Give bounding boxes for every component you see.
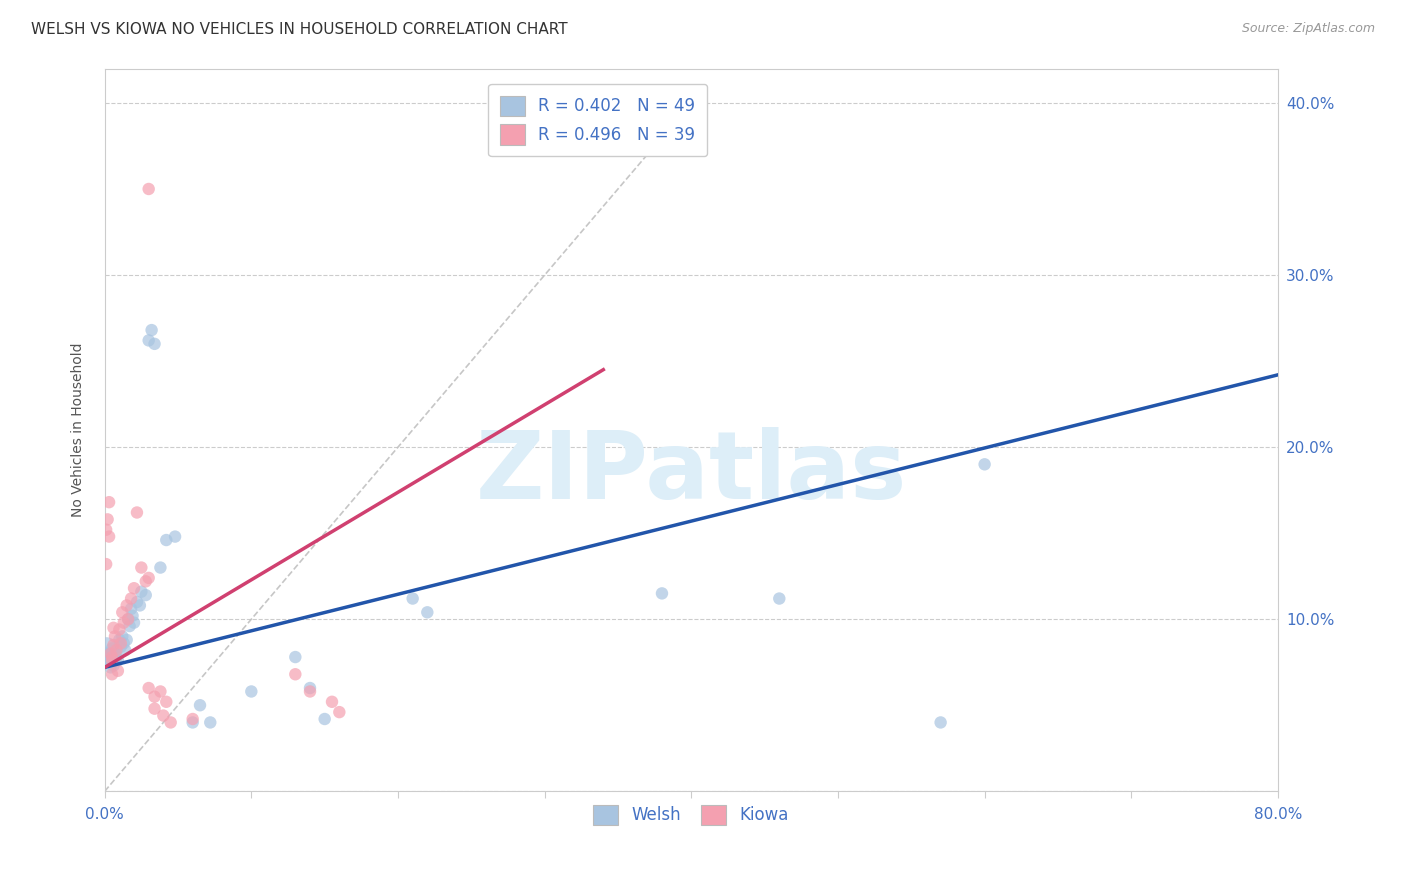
Point	[101, 653, 124, 667]
Point	[101, 653, 124, 667]
Point	[118, 619, 141, 633]
Point	[159, 715, 181, 730]
Point	[152, 708, 174, 723]
Point	[141, 323, 163, 337]
Point	[105, 643, 128, 657]
Point	[125, 506, 148, 520]
Point	[128, 599, 150, 613]
Point	[328, 705, 350, 719]
Legend: Welsh, Kiowa: Welsh, Kiowa	[583, 795, 799, 835]
Point	[314, 712, 336, 726]
Point	[138, 571, 160, 585]
Point	[120, 602, 142, 616]
Point	[284, 650, 307, 665]
Point	[149, 684, 172, 698]
Point	[103, 658, 125, 673]
Point	[103, 652, 125, 666]
Point	[114, 643, 136, 657]
Point	[94, 557, 117, 571]
Point	[401, 591, 423, 606]
Point	[122, 581, 145, 595]
Point	[149, 560, 172, 574]
Point	[143, 690, 166, 704]
Point	[117, 612, 139, 626]
Point	[181, 715, 204, 730]
Point	[155, 695, 177, 709]
Point	[117, 612, 139, 626]
Point	[135, 588, 157, 602]
Point	[115, 599, 138, 613]
Point	[240, 684, 263, 698]
Point	[122, 615, 145, 630]
Point	[125, 595, 148, 609]
Point	[101, 641, 124, 656]
Point	[101, 650, 124, 665]
Point	[138, 182, 160, 196]
Point	[321, 695, 343, 709]
Point	[94, 650, 117, 665]
Point	[200, 715, 222, 730]
Point	[138, 681, 160, 695]
Point	[100, 647, 122, 661]
Point	[416, 605, 439, 619]
Point	[111, 605, 134, 619]
Point	[135, 574, 157, 589]
Point	[973, 458, 995, 472]
Point	[298, 684, 321, 698]
Point	[97, 647, 120, 661]
Point	[101, 667, 124, 681]
Point	[97, 653, 120, 667]
Point	[115, 632, 138, 647]
Point	[98, 530, 121, 544]
Point	[100, 660, 122, 674]
Point	[111, 629, 134, 643]
Text: ZIPatlas: ZIPatlas	[475, 427, 907, 519]
Point	[107, 664, 129, 678]
Point	[143, 701, 166, 715]
Point	[107, 653, 129, 667]
Point	[98, 495, 121, 509]
Point	[121, 608, 143, 623]
Point	[284, 667, 307, 681]
Text: Source: ZipAtlas.com: Source: ZipAtlas.com	[1241, 22, 1375, 36]
Point	[103, 621, 125, 635]
Point	[110, 636, 132, 650]
Point	[188, 698, 211, 713]
Point	[104, 629, 127, 643]
Point	[298, 681, 321, 695]
Point	[768, 591, 790, 606]
Point	[108, 623, 131, 637]
Point	[110, 640, 132, 654]
Point	[98, 655, 121, 669]
Point	[131, 584, 153, 599]
Point	[120, 591, 142, 606]
Point	[94, 523, 117, 537]
Point	[131, 560, 153, 574]
Point	[104, 647, 127, 661]
Point	[143, 336, 166, 351]
Point	[181, 712, 204, 726]
Point	[929, 715, 952, 730]
Point	[105, 650, 128, 665]
Point	[97, 512, 120, 526]
Point	[108, 632, 131, 647]
Point	[100, 647, 122, 661]
Point	[112, 615, 135, 630]
Y-axis label: No Vehicles in Household: No Vehicles in Household	[72, 343, 86, 517]
Point	[94, 643, 117, 657]
Point	[138, 334, 160, 348]
Point	[165, 530, 187, 544]
Point	[155, 533, 177, 547]
Point	[112, 636, 135, 650]
Point	[98, 648, 121, 663]
Point	[103, 638, 125, 652]
Point	[651, 586, 673, 600]
Text: WELSH VS KIOWA NO VEHICLES IN HOUSEHOLD CORRELATION CHART: WELSH VS KIOWA NO VEHICLES IN HOUSEHOLD …	[31, 22, 568, 37]
